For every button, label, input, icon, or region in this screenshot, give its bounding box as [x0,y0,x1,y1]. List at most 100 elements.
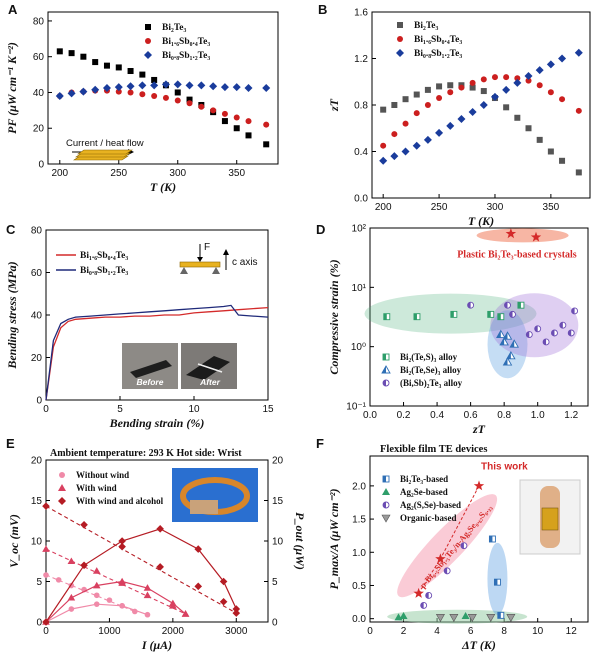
legend-marker [145,38,151,44]
data-point [536,82,543,89]
data-point [488,535,496,543]
data-point [244,84,253,92]
data-point [139,71,146,78]
x-tick-label: 4 [434,626,440,637]
legend-label: Bi₀.₈Sb₁.₂Te₃ [162,51,210,61]
data-point-fill [425,592,429,599]
region-bisbte [490,293,579,358]
data-point [68,50,75,57]
x-axis-title: ΔT (K) [461,638,496,652]
x-tick-label: 2 [401,626,407,637]
data-point [233,125,240,132]
series-F [435,614,516,622]
data-point-fill [444,567,448,574]
data-point-fill [506,351,511,359]
series-D [496,329,519,366]
legend-label: Bi₂Te₃-based [400,474,448,484]
chart-title-E: Ambient temperature: 293 K Hot side: Wri… [50,448,242,459]
data-point-fill [420,602,424,609]
wrist [190,500,218,514]
data-point [502,357,513,366]
data-point [547,89,554,96]
legend-label: Ag₂Se-based [400,487,448,497]
legend-marker [382,501,390,509]
data-point [174,89,181,96]
legend-label: Bi₁.₆Sb₀.₄Te₃ [80,251,128,261]
data-point [139,91,146,98]
support-left [180,267,188,274]
data-point [449,614,459,622]
legend-marker [144,51,152,59]
legend-marker [397,36,403,42]
data-point [114,83,123,92]
legend-marker-fill [383,476,386,482]
data-point [487,310,495,318]
data-point-fill [460,542,464,549]
data-point [436,95,443,102]
x-axis-title: T (K) [468,214,494,228]
series-D [505,228,542,242]
y-tick-label: 10² [352,224,367,235]
data-point-fill [497,612,501,619]
series-A [55,80,271,101]
force-label: F [204,242,210,253]
data-point [469,79,476,86]
y-axis-title: PF (μW cm⁻¹ K⁻²) [5,42,19,134]
series-D [467,301,579,346]
data-point [467,301,475,309]
data-point [399,612,408,620]
data-point [391,102,398,108]
y-tick-label: 60 [33,52,45,63]
power-point [144,611,151,618]
legend-label: Bi₂Te₃ [414,21,439,31]
data-point [468,107,477,116]
data-point [497,611,505,619]
legend-item: Bi₂Te₃ [145,23,187,33]
data-point [91,85,100,94]
data-point [514,75,521,82]
panel-letter-C: C [6,222,16,237]
y-tick-label: 0.4 [354,147,368,158]
sample-bar [179,261,221,268]
voltage-point [80,521,88,529]
device-illustration: Current / heat flow [66,138,144,161]
voltage-point [143,591,152,599]
data-point-fill [496,330,501,338]
data-point-fill [503,332,508,340]
this-work-trend [418,485,480,594]
voltage-point [232,609,241,617]
data-point [138,81,147,90]
data-point [457,114,466,123]
y-tick-label: 20 [31,353,43,364]
data-point [480,76,487,83]
annotation-current-heat-flow: Current / heat flow [66,138,144,149]
x-tick-label: 6 [468,626,474,637]
data-point [559,321,567,329]
data-point [493,578,501,586]
data-point [55,92,64,101]
legend-label: Bi₁.₆Sb₀.₄Te₃ [414,35,462,45]
y-tick-label: 10¹ [352,283,367,294]
data-point-fill [509,311,513,318]
y-tick-label: 80 [33,16,45,27]
legend: Bi₁.₆Sb₀.₄Te₃ Bi₀.₈Sb₁.₂Te₃ [56,251,128,276]
y-axis-title: V_oc (mV) [7,514,21,568]
x-tick-label: 1.0 [531,410,545,421]
data-point [174,97,181,104]
legend-item: Without wind [59,470,129,480]
data-point [127,89,134,96]
curve-Bi₁.₆Sb₀.₄Te₃ [45,306,269,401]
voltage-point [42,545,50,552]
series-B [379,48,583,165]
c-axis-arrow-head [223,249,229,255]
region-plastic [476,228,569,243]
x-tick-label: 350 [543,202,560,213]
data-point [567,329,575,337]
legend-marker [59,472,65,478]
data-point-fill [487,311,491,318]
data-point-fill [510,340,515,348]
power-point [119,603,125,609]
data-point [209,82,218,91]
data-point [443,567,451,575]
legend-label: Organic-based [400,513,457,523]
